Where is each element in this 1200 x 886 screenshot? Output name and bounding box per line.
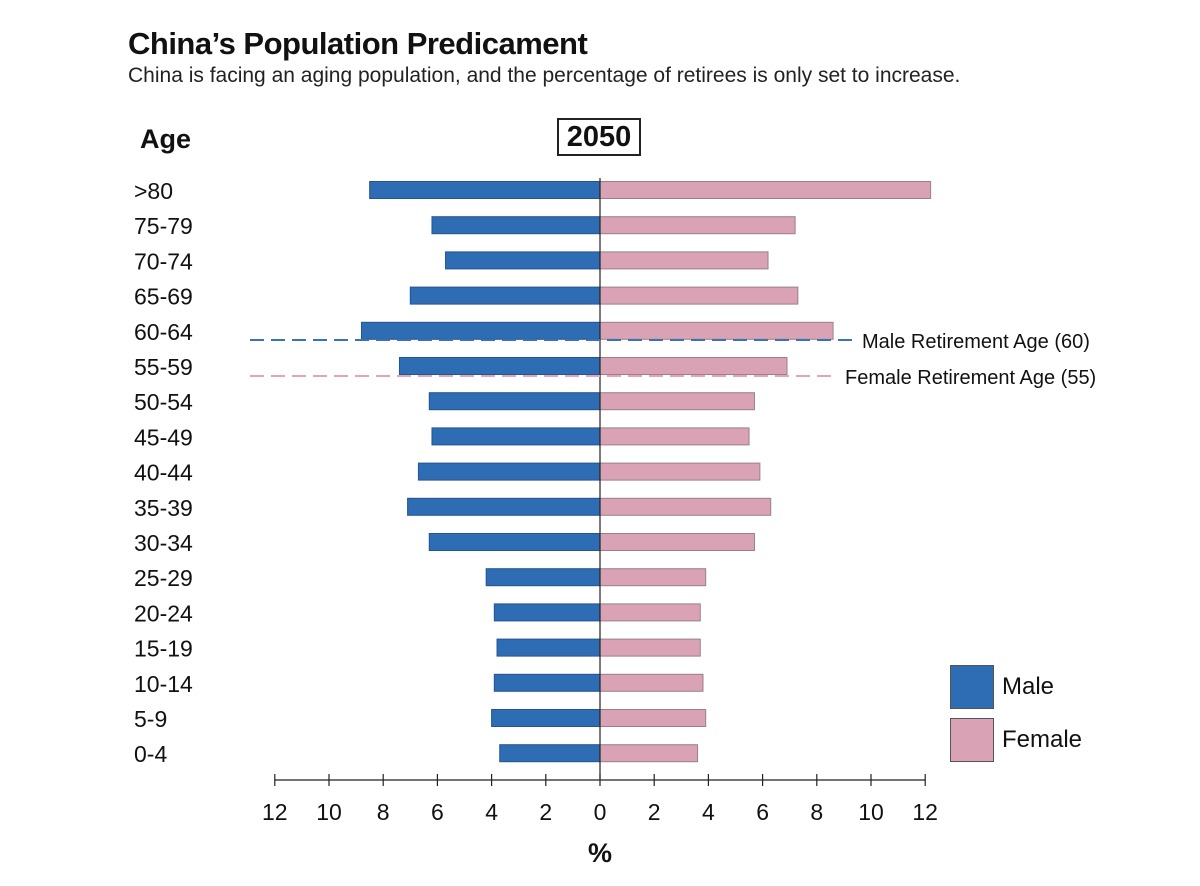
bar-female — [599, 709, 707, 727]
bar-male — [369, 181, 601, 199]
bar-male — [428, 533, 601, 551]
legend: Male Female — [950, 664, 1082, 770]
legend-swatch-male — [950, 664, 994, 709]
bar-male — [361, 321, 601, 340]
retirement-label: Male Retirement Age (60) — [862, 331, 1090, 353]
x-axis-label: % — [588, 838, 613, 868]
legend-label-male: Male — [1002, 672, 1055, 700]
x-tick-label: 8 — [810, 799, 823, 825]
bar-male — [485, 568, 601, 587]
bar-male — [499, 744, 601, 763]
bar-female — [599, 533, 755, 551]
x-tick-label: 10 — [858, 799, 884, 825]
x-tick-label: 8 — [377, 799, 390, 825]
bar-male — [407, 497, 601, 516]
bar-female — [599, 251, 769, 270]
x-tick-label: 2 — [539, 799, 552, 825]
bar-female — [599, 744, 699, 763]
bar-female — [599, 603, 701, 622]
bar-male — [493, 673, 601, 692]
age-tick-label: >80 — [134, 178, 173, 204]
age-tick-label: 40-44 — [134, 460, 193, 486]
bar-female — [599, 427, 750, 446]
x-tick-label: 2 — [648, 799, 661, 825]
year-box: 2050 — [557, 118, 641, 156]
bar-female — [599, 673, 704, 692]
bar-male — [428, 392, 601, 411]
x-tick-label: 12 — [912, 799, 938, 825]
legend-swatch-female — [950, 717, 994, 762]
x-tick-label: 0 — [594, 799, 607, 825]
x-tick-label: 4 — [702, 799, 715, 825]
age-tick-label: 35-39 — [134, 495, 193, 521]
bar-male — [431, 216, 601, 235]
bar-male — [417, 462, 601, 481]
age-tick-label: 30-34 — [134, 530, 193, 556]
bar-female — [599, 568, 707, 587]
bar-male — [409, 286, 601, 305]
bar-female — [599, 357, 788, 375]
legend-item-female: Female — [950, 717, 1082, 762]
bar-female — [599, 216, 796, 235]
y-axis-label: Age — [140, 124, 192, 154]
bar-male — [445, 251, 601, 270]
bar-female — [599, 497, 772, 516]
x-tick-label: 10 — [316, 799, 342, 825]
age-tick-label: 65-69 — [134, 284, 193, 310]
age-tick-label: 60-64 — [134, 319, 193, 345]
age-tick-label: 15-19 — [134, 636, 193, 662]
x-tick-label: 12 — [262, 799, 288, 825]
age-tick-label: 10-14 — [134, 671, 193, 697]
bar-female — [599, 462, 761, 481]
bar-female — [599, 181, 932, 199]
bar-female — [599, 392, 755, 411]
bar-male — [496, 638, 601, 657]
bar-male — [493, 603, 601, 622]
chart-title: China’s Population Predicament — [128, 26, 588, 61]
bar-female — [599, 321, 834, 340]
age-tick-label: 25-29 — [134, 565, 193, 591]
age-tick-label: 55-59 — [134, 354, 193, 380]
bar-female — [599, 638, 701, 657]
bar-male — [398, 357, 601, 375]
x-tick-label: 6 — [431, 799, 444, 825]
bar-male — [491, 709, 601, 727]
age-tick-label: 0-4 — [134, 741, 167, 767]
retirement-label: Female Retirement Age (55) — [845, 367, 1096, 389]
chart-subtitle: China is facing an aging population, and… — [128, 64, 961, 87]
x-tick-label: 6 — [756, 799, 769, 825]
age-tick-label: 45-49 — [134, 424, 193, 450]
age-tick-label: 70-74 — [134, 248, 193, 274]
age-tick-label: 50-54 — [134, 389, 193, 415]
age-tick-label: 5-9 — [134, 706, 167, 732]
legend-label-female: Female — [1002, 725, 1083, 753]
legend-item-male: Male — [950, 664, 1082, 709]
bar-female — [599, 286, 799, 305]
age-tick-label: 20-24 — [134, 600, 193, 626]
age-tick-label: 75-79 — [134, 213, 193, 239]
bar-male — [431, 427, 601, 446]
x-tick-label: 4 — [485, 799, 498, 825]
